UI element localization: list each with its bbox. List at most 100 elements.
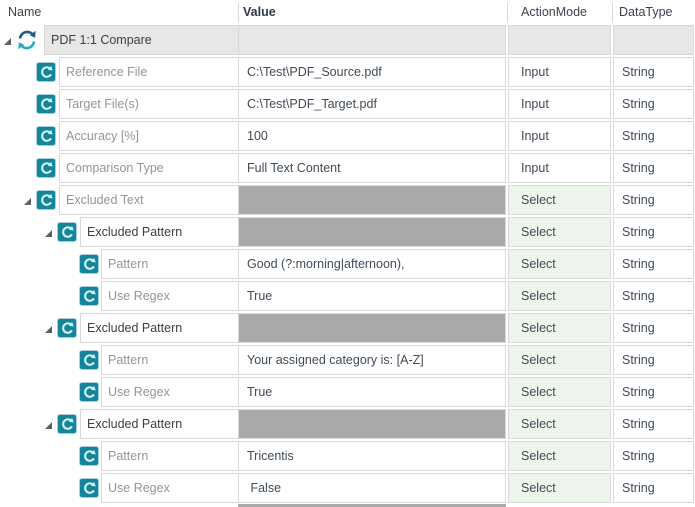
datatype-text: String: [622, 385, 655, 399]
datatype-cell[interactable]: String: [613, 57, 694, 87]
actionmode-cell[interactable]: Select: [508, 313, 611, 343]
column-header-name[interactable]: Name: [8, 5, 42, 19]
value-cell[interactable]: C:\Test\PDF_Source.pdf: [238, 57, 506, 87]
table-row: Excluded Pattern Select String: [0, 312, 695, 344]
datatype-text: String: [622, 289, 655, 303]
name-label: Pattern: [108, 257, 149, 271]
name-cell[interactable]: Target File(s): [59, 89, 239, 119]
actionmode-cell[interactable]: Select: [508, 345, 611, 375]
circular-arrow-icon: [36, 158, 56, 178]
datatype-cell[interactable]: String: [613, 409, 694, 439]
name-cell[interactable]: Excluded Pattern: [80, 409, 239, 439]
datatype-cell[interactable]: [613, 25, 694, 55]
name-cell[interactable]: Use Regex: [101, 377, 239, 407]
name-cell[interactable]: Excluded Pattern: [80, 217, 239, 247]
datatype-cell[interactable]: String: [613, 249, 694, 279]
value-cell[interactable]: [238, 217, 506, 247]
value-cell[interactable]: Tricentis: [238, 441, 506, 471]
table-row: Use Regex False Select String: [0, 472, 695, 504]
name-cell[interactable]: Use Regex: [101, 473, 239, 503]
value-cell[interactable]: False: [238, 473, 506, 503]
name-cell[interactable]: Use Regex: [101, 281, 239, 311]
name-label: Accuracy [%]: [66, 129, 139, 143]
datatype-cell[interactable]: String: [613, 281, 694, 311]
name-label: Excluded Pattern: [87, 225, 183, 239]
datatype-cell[interactable]: String: [613, 313, 694, 343]
value-cell[interactable]: [238, 185, 506, 215]
value-cell[interactable]: True: [238, 377, 506, 407]
actionmode-cell[interactable]: Select: [508, 217, 611, 247]
expander-triangle[interactable]: [45, 230, 52, 237]
column-header-actionmode[interactable]: ActionMode: [521, 5, 588, 19]
datatype-cell[interactable]: String: [613, 121, 694, 151]
actionmode-text: Select: [521, 417, 556, 431]
datatype-text: String: [622, 129, 655, 143]
table-row: Excluded Pattern Select String: [0, 216, 695, 248]
datatype-text: String: [622, 481, 655, 495]
expander-triangle[interactable]: [45, 326, 52, 333]
value-cell[interactable]: [238, 313, 506, 343]
actionmode-cell[interactable]: Select: [508, 441, 611, 471]
actionmode-text: Select: [521, 257, 556, 271]
value-cell[interactable]: [238, 25, 506, 55]
name-cell[interactable]: Reference File: [59, 57, 239, 87]
datatype-text: String: [622, 321, 655, 335]
name-cell[interactable]: PDF 1:1 Compare: [44, 25, 239, 55]
actionmode-cell[interactable]: Select: [508, 249, 611, 279]
header-divider: [612, 3, 613, 23]
value-cell[interactable]: C:\Test\PDF_Target.pdf: [238, 89, 506, 119]
actionmode-cell[interactable]: Select: [508, 185, 611, 215]
name-cell[interactable]: Pattern: [101, 441, 239, 471]
datatype-cell[interactable]: String: [613, 89, 694, 119]
column-header-datatype[interactable]: DataType: [619, 5, 673, 19]
datatype-cell[interactable]: String: [613, 185, 694, 215]
datatype-cell[interactable]: String: [613, 441, 694, 471]
value-cell[interactable]: Your assigned category is: [A-Z]: [238, 345, 506, 375]
table-row: Excluded Pattern Select String: [0, 408, 695, 440]
actionmode-cell[interactable]: Input: [508, 57, 611, 87]
actionmode-cell[interactable]: Select: [508, 281, 611, 311]
datatype-text: String: [622, 97, 655, 111]
datatype-cell[interactable]: String: [613, 473, 694, 503]
actionmode-cell[interactable]: Select: [508, 377, 611, 407]
name-cell[interactable]: Pattern: [101, 249, 239, 279]
name-cell[interactable]: Excluded Pattern: [80, 313, 239, 343]
expander-triangle[interactable]: [45, 422, 52, 429]
circular-arrow-icon: [57, 222, 77, 242]
column-header-value[interactable]: Value: [243, 5, 276, 19]
datatype-cell[interactable]: String: [613, 217, 694, 247]
value-cell[interactable]: Good (?:morning|afternoon),: [238, 249, 506, 279]
actionmode-cell[interactable]: Input: [508, 153, 611, 183]
datatype-cell[interactable]: String: [613, 153, 694, 183]
value-cell[interactable]: True: [238, 281, 506, 311]
datatype-text: String: [622, 225, 655, 239]
expander-triangle[interactable]: [24, 198, 31, 205]
circular-arrow-icon: [79, 286, 99, 306]
name-cell[interactable]: Pattern: [101, 345, 239, 375]
name-cell[interactable]: Accuracy [%]: [59, 121, 239, 151]
actionmode-cell[interactable]: Input: [508, 89, 611, 119]
name-cell[interactable]: Comparison Type: [59, 153, 239, 183]
value-cell[interactable]: 100: [238, 121, 506, 151]
actionmode-cell[interactable]: Input: [508, 121, 611, 151]
circular-arrow-icon: [79, 478, 99, 498]
actionmode-text: Input: [521, 161, 549, 175]
value-cell[interactable]: Full Text Content: [238, 153, 506, 183]
actionmode-cell[interactable]: Select: [508, 409, 611, 439]
table-row: Pattern Your assigned category is: [A-Z] S…: [0, 344, 695, 376]
name-cell[interactable]: Excluded Text: [59, 185, 239, 215]
actionmode-text: Input: [521, 129, 549, 143]
actionmode-cell[interactable]: Select: [508, 473, 611, 503]
datatype-text: String: [622, 417, 655, 431]
value-text: Your assigned category is: [A-Z]: [247, 353, 424, 367]
datatype-cell[interactable]: String: [613, 377, 694, 407]
actionmode-text: Input: [521, 65, 549, 79]
value-text: C:\Test\PDF_Target.pdf: [247, 97, 377, 111]
name-label: Excluded Text: [66, 193, 144, 207]
datatype-cell[interactable]: String: [613, 345, 694, 375]
datatype-text: String: [622, 161, 655, 175]
value-cell[interactable]: [238, 409, 506, 439]
actionmode-cell[interactable]: [508, 25, 611, 55]
expander-triangle[interactable]: [4, 38, 11, 45]
